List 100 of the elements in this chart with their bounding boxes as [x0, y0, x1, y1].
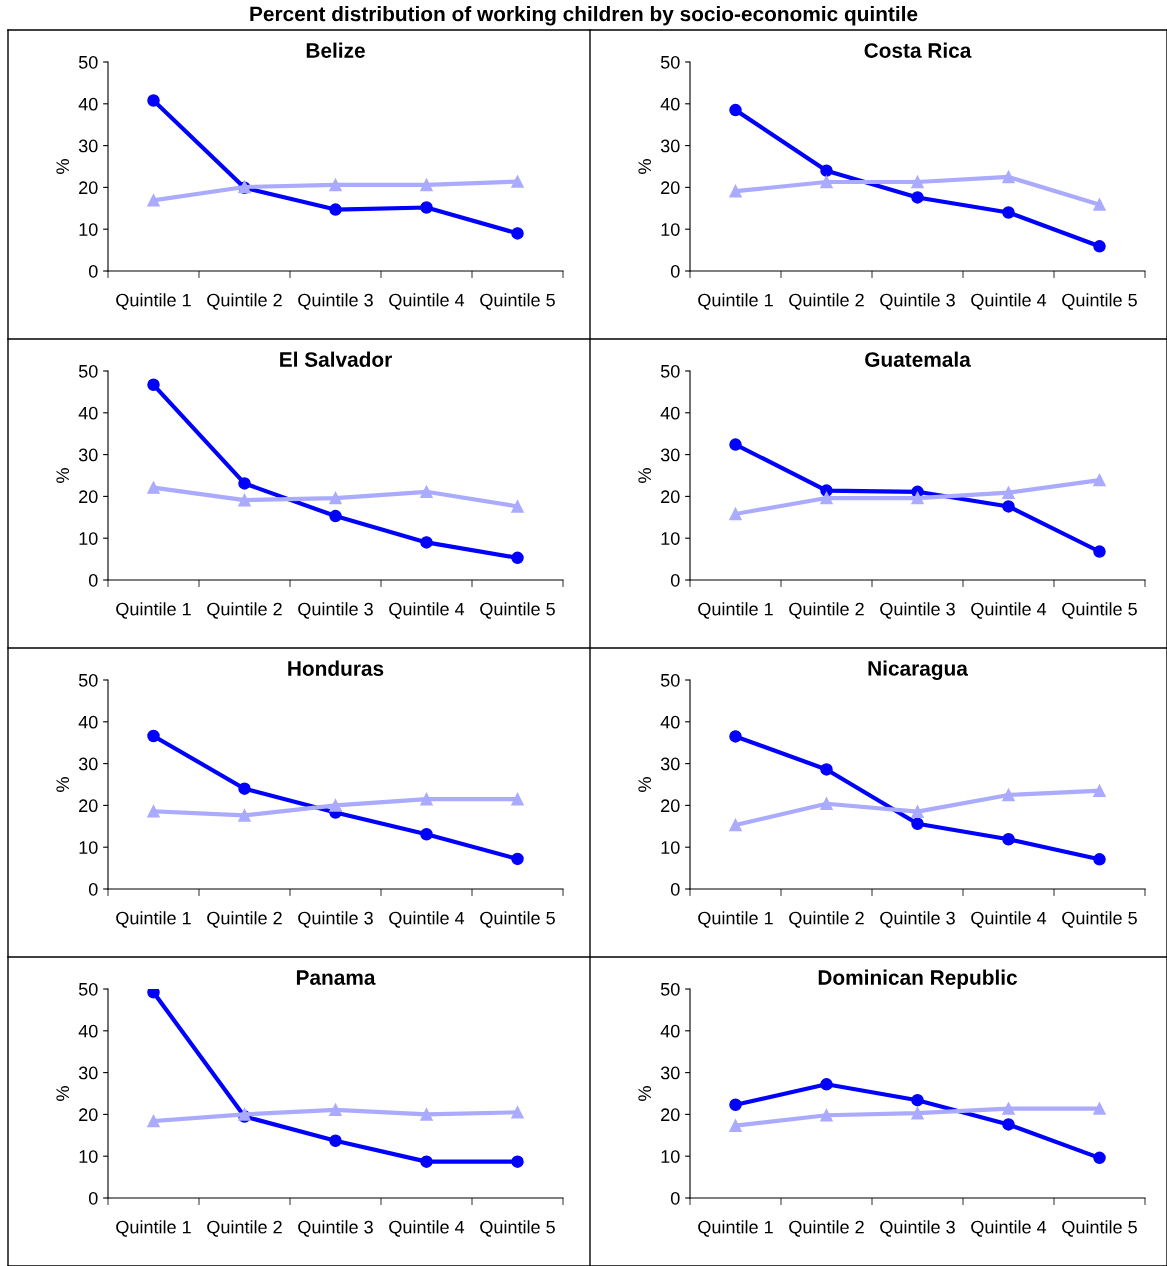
- y-tick-label: 40: [78, 1024, 98, 1038]
- y-tick-label: 0: [670, 264, 680, 278]
- y-tick-label: 30: [660, 757, 680, 771]
- y-tick-label: 40: [78, 715, 98, 729]
- y-tick-label: 20: [661, 799, 680, 813]
- y-tick-label: 40: [660, 715, 680, 729]
- y-axis-title: %: [56, 777, 69, 792]
- y-tick-label: 10: [79, 841, 98, 854]
- x-tick-label: Quintile 1: [116, 911, 191, 928]
- y-tick-label: 50: [78, 982, 98, 996]
- text: Percent distribution of working children by socio-economic quintile: [250, 6, 918, 26]
- y-tick-label: 20: [661, 1108, 680, 1122]
- x-tick-label: Quintile 5: [1062, 602, 1137, 619]
- x-tick-label: Quintile 2: [789, 602, 864, 619]
- y-tick-label: 30: [78, 448, 98, 462]
- x-tick-label: Quintile 4: [389, 1220, 465, 1237]
- x-tick-label: Quintile 3: [880, 911, 955, 928]
- x-tick-label: Quintile 4: [389, 293, 465, 310]
- x-tick-label: Quintile 5: [480, 293, 555, 310]
- x-tick-label: Quintile 5: [480, 1220, 555, 1237]
- y-tick-label: 20: [79, 1108, 98, 1122]
- x-tick-label: Quintile 3: [880, 293, 955, 310]
- y-axis-title: %: [56, 159, 69, 174]
- x-tick-label: Quintile 4: [971, 602, 1047, 619]
- y-tick-label: 20: [79, 799, 98, 813]
- y-tick-label: 10: [661, 223, 680, 236]
- chart-title: El Salvador: [280, 351, 392, 367]
- x-tick-label: Quintile 4: [971, 911, 1047, 928]
- y-tick-label: 40: [660, 1024, 680, 1038]
- y-axis-title: %: [638, 777, 651, 792]
- y-tick-label: 30: [660, 448, 680, 462]
- y-tick-label: 50: [660, 982, 680, 996]
- y-tick-label: 0: [88, 882, 98, 896]
- y-axis-title: %: [56, 1086, 69, 1101]
- y-tick-label: 50: [78, 364, 98, 378]
- y-tick-label: 40: [78, 97, 98, 111]
- y-tick-label: 20: [661, 181, 680, 195]
- x-tick-label: Quintile 5: [480, 602, 555, 619]
- y-axis-title: %: [56, 468, 69, 483]
- x-tick-label: Quintile 2: [207, 293, 282, 310]
- x-tick-label: Quintile 1: [698, 1220, 773, 1237]
- x-tick-label: Quintile 1: [698, 293, 773, 310]
- x-tick-label: Quintile 4: [389, 602, 465, 619]
- chart-title: Panama: [296, 970, 376, 985]
- y-tick-label: 50: [660, 55, 680, 69]
- y-tick-label: 20: [79, 181, 98, 195]
- y-tick-label: 30: [78, 757, 98, 771]
- y-tick-label: 50: [660, 673, 680, 687]
- x-tick-label: Quintile 5: [1062, 1220, 1137, 1237]
- x-tick-label: Quintile 3: [298, 1220, 373, 1237]
- y-tick-label: 40: [660, 406, 680, 420]
- x-tick-label: Quintile 2: [207, 1220, 282, 1237]
- y-tick-label: 10: [661, 841, 680, 854]
- y-tick-label: 0: [670, 1191, 680, 1205]
- y-tick-label: 0: [88, 573, 98, 587]
- y-axis-title: %: [638, 468, 651, 483]
- y-tick-label: 30: [660, 139, 680, 153]
- x-tick-label: Quintile 3: [880, 1220, 955, 1237]
- x-tick-label: Quintile 4: [389, 911, 465, 928]
- y-tick-label: 50: [78, 673, 98, 687]
- x-tick-label: Quintile 2: [207, 602, 282, 619]
- x-tick-label: Quintile 1: [116, 1220, 191, 1237]
- x-tick-label: Quintile 1: [698, 602, 773, 619]
- y-tick-label: 50: [660, 364, 680, 378]
- x-tick-label: Quintile 2: [789, 293, 864, 310]
- x-tick-label: Quintile 4: [971, 1220, 1047, 1237]
- y-tick-label: 10: [79, 223, 98, 236]
- x-tick-label: Quintile 1: [698, 911, 773, 928]
- y-tick-label: 30: [660, 1066, 680, 1080]
- y-tick-label: 0: [88, 264, 98, 278]
- y-tick-label: 20: [661, 490, 680, 504]
- y-tick-label: 30: [78, 1066, 98, 1080]
- y-tick-label: 0: [670, 573, 680, 587]
- x-tick-label: Quintile 5: [480, 911, 555, 928]
- y-tick-label: 10: [79, 1150, 98, 1163]
- x-tick-label: Quintile 1: [116, 602, 191, 619]
- x-tick-label: Quintile 3: [298, 602, 373, 619]
- x-tick-label: Quintile 5: [1062, 293, 1137, 310]
- chart-title: Honduras: [288, 660, 384, 676]
- x-tick-label: Quintile 3: [298, 293, 373, 310]
- x-tick-label: Quintile 2: [789, 1220, 864, 1237]
- y-axis-title: %: [638, 159, 651, 174]
- chart-title: Guatemala: [865, 351, 971, 367]
- x-tick-label: Quintile 2: [789, 911, 864, 928]
- x-tick-label: Quintile 1: [116, 293, 191, 310]
- y-tick-label: 50: [78, 55, 98, 69]
- x-tick-label: Quintile 4: [971, 293, 1047, 310]
- y-tick-label: 40: [78, 406, 98, 420]
- x-tick-label: Quintile 3: [880, 602, 955, 619]
- y-tick-label: 10: [79, 532, 98, 545]
- x-tick-label: Quintile 3: [298, 911, 373, 928]
- y-tick-label: 0: [670, 882, 680, 896]
- x-tick-label: Quintile 5: [1062, 911, 1137, 928]
- chart-title: Nicaragua: [868, 660, 968, 680]
- chart-title: Belize: [306, 42, 365, 58]
- y-axis-title: %: [638, 1086, 651, 1101]
- y-tick-label: 10: [661, 1150, 680, 1163]
- x-tick-label: Quintile 2: [207, 911, 282, 928]
- y-tick-label: 20: [79, 490, 98, 504]
- chart-title: Dominican Republic: [818, 969, 1018, 989]
